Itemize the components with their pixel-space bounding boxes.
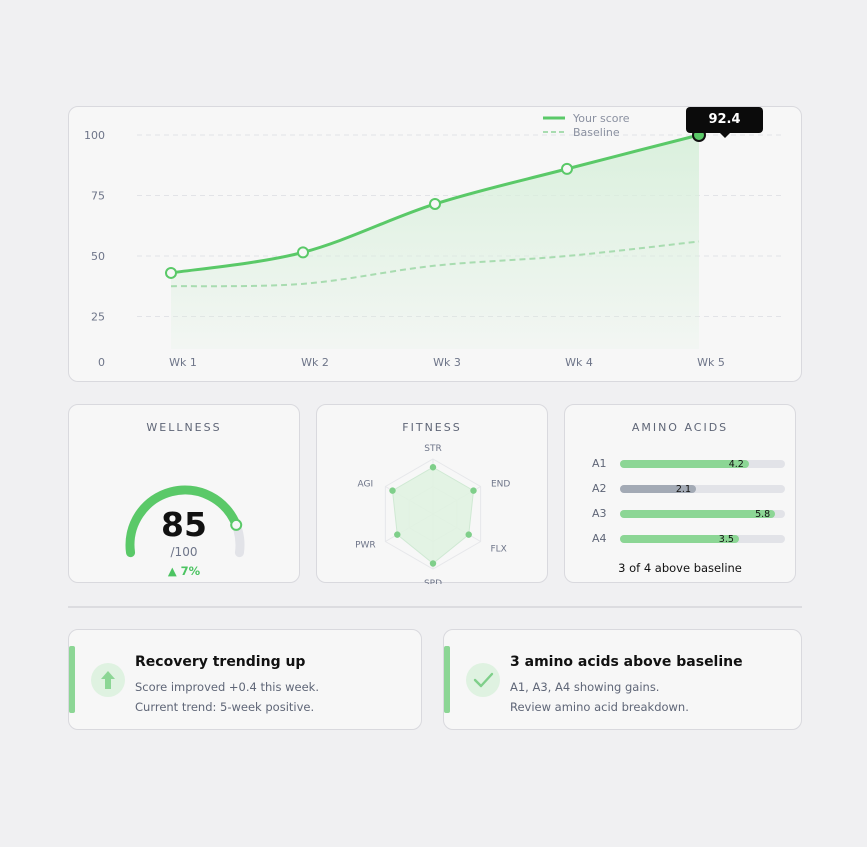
amino-bar-track (620, 460, 785, 468)
amino-bar-track (620, 535, 785, 543)
y-tick-label: 75 (91, 190, 105, 203)
insight-card-amino[interactable]: 3 amino acids above baseline A1, A3, A4 … (443, 629, 802, 730)
radar-area (391, 466, 475, 565)
amino-value-label: 2.1 (675, 484, 691, 495)
amino-name: A2 (592, 482, 607, 495)
fitness-radar-chart: STR END FLX SPD PWR AGI (355, 444, 510, 584)
insight-accent-bar (444, 646, 450, 713)
amino-value-label: 3.5 (718, 534, 734, 545)
score-point (165, 266, 177, 279)
radar-point (470, 487, 477, 494)
wellness-card: WELLNESS 85 /100 ▲ 7% (68, 404, 300, 583)
y-tick-label: 100 (84, 129, 105, 142)
radar-axis-label: SPD (424, 579, 442, 584)
amino-bar-track (620, 485, 785, 493)
radar-axis-label: PWR (355, 541, 376, 551)
legend-baseline-label: Baseline (573, 126, 620, 139)
amino-name: A1 (592, 457, 607, 470)
score-point-inner (695, 131, 703, 139)
section-divider (68, 606, 802, 608)
insight-title: Recovery trending up (135, 654, 306, 670)
radar-point (389, 487, 396, 494)
amino-value-label: 5.8 (755, 509, 771, 520)
score-line-chart: 100 75 50 25 0 Wk 1 Wk 2 Wk 3 Wk 4 Wk 5 Your score… (84, 112, 785, 369)
check-icon (466, 663, 500, 697)
insight-text: Score improved +0.4 this week. (135, 680, 319, 694)
wellness-title: WELLNESS (146, 421, 222, 434)
radar-point (429, 464, 437, 471)
insight-text: A1, A3, A4 showing gains. (510, 680, 660, 694)
x-tick-label: Wk 5 (697, 356, 725, 369)
score-point (429, 197, 441, 210)
amino-row: A1 4.2 (565, 457, 797, 471)
amino-bar-fill (620, 535, 739, 543)
amino-value-label: 4.2 (728, 459, 744, 470)
wellness-score-value: 85 (161, 505, 207, 544)
x-tick-label: Wk 1 (169, 356, 197, 369)
score-point (297, 246, 309, 259)
score-area (171, 135, 699, 349)
x-tick-label: Wk 4 (565, 356, 593, 369)
amino-bar-fill (620, 510, 776, 518)
y-tick-label: 0 (98, 356, 105, 369)
score-chart-card: 100 75 50 25 0 Wk 1 Wk 2 Wk 3 Wk 4 Wk 5 Your score… (68, 106, 802, 382)
score-point (561, 162, 573, 175)
y-tick-label: 25 (91, 311, 105, 324)
insight-text: Review amino acid breakdown. (510, 700, 689, 714)
gauge-knob (230, 518, 243, 531)
insight-text: Current trend: 5-week positive. (135, 700, 315, 714)
baseline-series-line (170, 240, 700, 288)
insight-accent-bar (69, 646, 75, 713)
amino-title: AMINO ACIDS (631, 421, 729, 434)
amino-bar-fill (620, 485, 696, 493)
gauge-fill (125, 485, 241, 558)
y-tick-label: 50 (91, 250, 105, 263)
amino-acids-card: AMINO ACIDS 3 of 4 above baseline A1 4.2 A… (564, 404, 796, 583)
fitness-title: FITNESS (402, 421, 462, 434)
amino-name: A4 (592, 532, 607, 545)
radar-axis-label: STR (424, 444, 441, 454)
radar-axis-label: AGI (358, 480, 374, 490)
amino-row: A2 2.1 (565, 482, 797, 496)
radar-point (465, 531, 472, 538)
amino-row: A3 5.8 (565, 507, 797, 521)
amino-summary: 3 of 4 above baseline (618, 561, 742, 575)
legend-score-label: Your score (572, 112, 630, 125)
radar-point (394, 531, 401, 538)
x-tick-label: Wk 3 (433, 356, 461, 369)
radar-axis-label: END (491, 480, 510, 490)
amino-name: A3 (592, 507, 607, 520)
score-tooltip: 92.4 (686, 107, 763, 138)
amino-bar-fill (620, 460, 749, 468)
arrow-up-icon (91, 663, 125, 697)
x-tick-label: Wk 2 (301, 356, 329, 369)
wellness-delta-badge: ▲ 7% (167, 564, 201, 578)
insight-card-recovery[interactable]: Recovery trending up Score improved +0.4… (68, 629, 422, 730)
wellness-score-max: /100 (170, 545, 198, 559)
amino-row: A4 3.5 (565, 532, 797, 546)
wellness-gauge (125, 485, 245, 558)
amino-bar-track (620, 510, 785, 518)
radar-axis-label: FLX (490, 545, 506, 555)
insight-title: 3 amino acids above baseline (510, 654, 743, 670)
radar-point (429, 560, 437, 567)
fitness-card: FITNESS STR END FLX SPD PWR AGI (316, 404, 548, 584)
